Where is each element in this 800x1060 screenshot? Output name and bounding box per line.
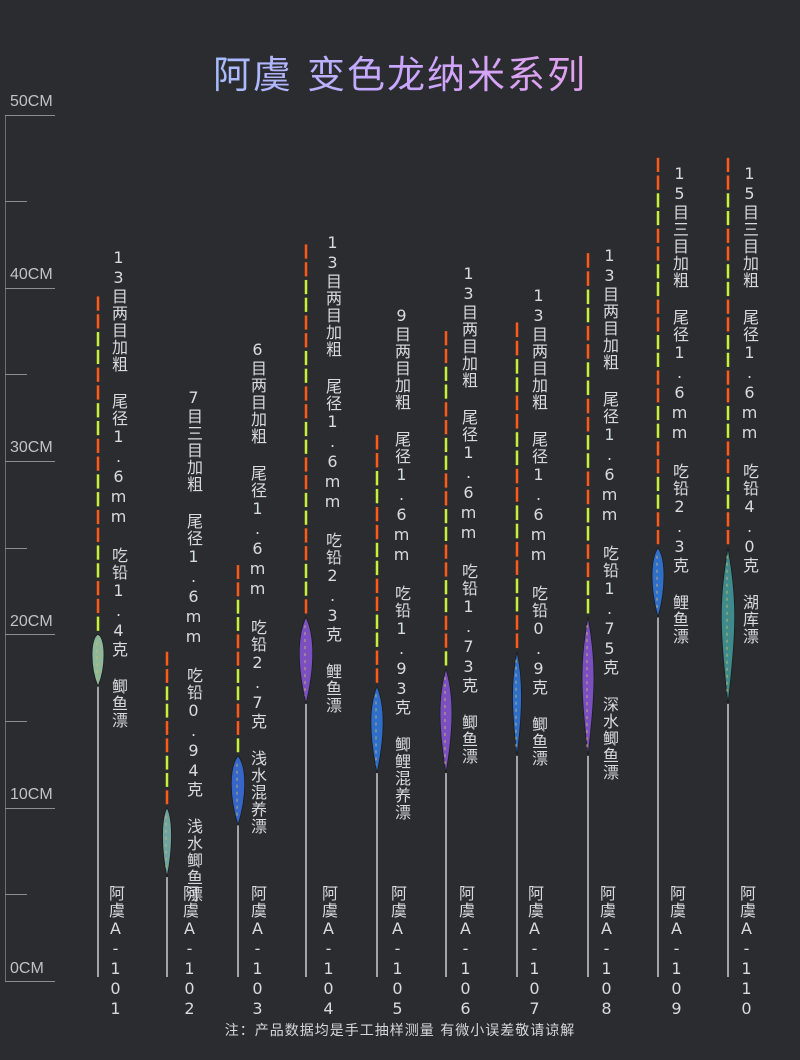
float-spec-110: 15目三目加粗 尾径1.6mm 吃铅4.0克 湖库漂 [740, 164, 759, 645]
float-body [91, 633, 105, 688]
page-title: 阿虞 变色龙纳米系列 [0, 44, 800, 99]
ruler-tick [5, 894, 27, 896]
float-spec-103: 6目两目加粗 尾径1.6mm 吃铅2.7克 浅水混养漂 [248, 340, 267, 835]
float-body [720, 547, 736, 704]
float-model-109: 阿虞A-109 [667, 885, 686, 1019]
float-body [230, 755, 246, 827]
float-body [581, 616, 595, 756]
ruler-label-30: 30CM [10, 439, 53, 456]
float-body [651, 547, 665, 619]
float-model-105: 阿虞A-105 [388, 885, 407, 1019]
ruler-tick [5, 634, 55, 636]
float-model-103: 阿虞A-103 [248, 885, 267, 1019]
float-model-107: 阿虞A-107 [525, 885, 544, 1019]
ruler-tick [5, 461, 55, 463]
ruler-label-20: 20CM [10, 613, 53, 630]
ruler-label-10: 10CM [10, 786, 53, 803]
ruler-label-50: 50CM [10, 93, 53, 110]
ruler-tick [5, 374, 27, 376]
float-body [512, 651, 522, 756]
ruler-tick [5, 807, 55, 809]
float-model-104: 阿虞A-104 [319, 885, 338, 1019]
float-spec-101: 13目两目加粗 尾径1.6mm 吃铅1.4克 鲫鱼漂 [109, 248, 128, 729]
float-body [162, 806, 172, 878]
float-body [298, 616, 314, 704]
float-model-110: 阿虞A-110 [737, 885, 756, 1019]
float-spec-102: 7目三目加粗 尾径1.6mm 吃铅0.94克 浅水鲫鱼漂 [184, 388, 203, 903]
float-model-108: 阿虞A-108 [597, 885, 616, 1019]
float-model-101: 阿虞A-101 [106, 885, 125, 1019]
float-spec-107: 13目两目加粗 尾径1.6mm 吃铅0.9克 鲫鱼漂 [529, 286, 548, 767]
float-body [370, 685, 384, 774]
ruler-tick [5, 201, 27, 203]
float-spec-104: 13目两目加粗 尾径1.6mm 吃铅2.3克 鲤鱼漂 [323, 233, 342, 714]
ruler-tick [5, 981, 55, 982]
ruler-label-0: 0CM [10, 960, 44, 977]
ruler-label-40: 40CM [10, 266, 53, 283]
float-spec-105: 9目两目加粗 尾径1.6mm 吃铅1.93克 鲫鲤混养漂 [392, 306, 411, 821]
ruler-tick [5, 547, 27, 549]
float-body [439, 667, 453, 774]
float-spec-109: 15目三目加粗 尾径1.6mm 吃铅2.3克 鲤鱼漂 [670, 164, 689, 645]
footnote: 注：产品数据均是手工抽样测量 有微小误差敬请谅解 [224, 1023, 576, 1039]
ruler-tick [5, 287, 55, 289]
ruler-tick [5, 721, 27, 723]
float-spec-108: 13目两目加粗 尾径1.6mm 吃铅1.75克 深水鲫鱼漂 [600, 246, 619, 781]
float-model-106: 阿虞A-106 [456, 885, 475, 1019]
float-spec-106: 13目两目加粗 尾径1.6mm 吃铅1.73克 鲫鱼漂 [459, 264, 478, 765]
ruler-tick [5, 114, 55, 116]
float-model-102: 阿虞A-102 [180, 885, 199, 1019]
